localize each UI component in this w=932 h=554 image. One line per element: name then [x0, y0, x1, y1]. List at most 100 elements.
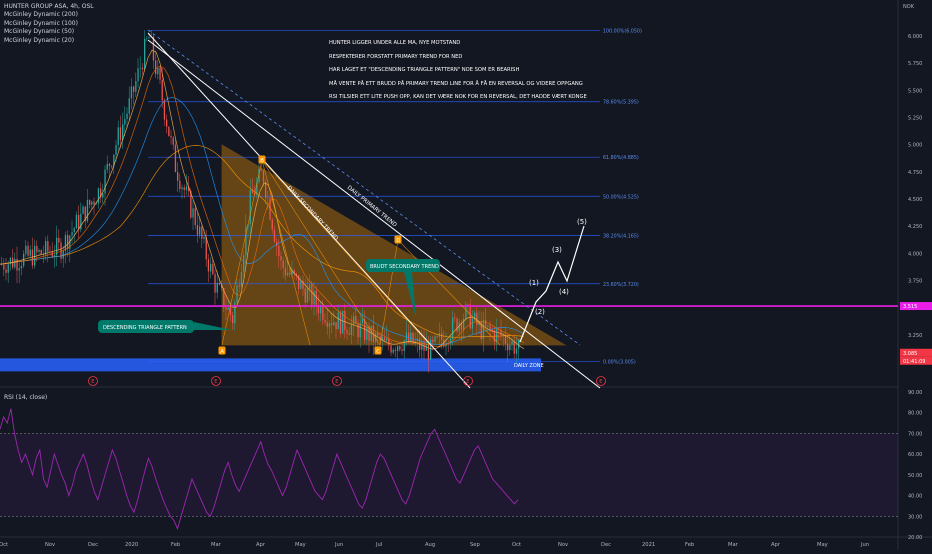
candle-body [45, 241, 47, 255]
candle-body [469, 304, 471, 329]
candle-body [199, 226, 201, 235]
pattern-point-badge [218, 346, 226, 355]
candle-body [267, 197, 269, 199]
candle-body [480, 321, 482, 340]
time-tick-label: Nov [45, 542, 55, 548]
candle-body [214, 274, 216, 293]
candle-body [240, 271, 243, 287]
time-tick-label: 2021 [642, 542, 655, 548]
pattern-point-badge [394, 235, 402, 244]
candle-body [40, 250, 42, 255]
rsi-tick-label: 90.00 [908, 390, 922, 396]
candle-body [14, 258, 16, 268]
time-tick-label: Dec [601, 542, 611, 548]
candle-body [291, 269, 293, 275]
candle-body [359, 323, 361, 338]
candle-body [93, 201, 95, 205]
candle-body [34, 245, 36, 266]
candle-body [210, 263, 212, 272]
candle-body [293, 269, 295, 274]
candle-body [518, 339, 520, 349]
price-tick-label: 4.000 [908, 251, 922, 257]
candle-body [67, 235, 69, 250]
price-tick-label: 5.250 [908, 116, 922, 122]
daily-zone-box [0, 358, 541, 372]
wave-label: (5) [577, 218, 587, 226]
candle-body [36, 245, 38, 252]
candle-body [146, 38, 148, 39]
candle-body [430, 339, 432, 360]
candle-body [335, 322, 337, 330]
candle-body [397, 346, 399, 351]
price-tick-label: 4.250 [908, 224, 922, 230]
event-marker-label: E [599, 379, 602, 385]
candle-body [289, 272, 291, 275]
candle-body [366, 326, 368, 340]
time-tick-label: Feb [685, 542, 695, 548]
candle-body [69, 235, 71, 250]
candle-body [20, 265, 23, 269]
triangle-fan-line [261, 159, 381, 346]
candle-body [353, 316, 355, 325]
candle-body [49, 251, 51, 253]
candle-body [100, 188, 102, 198]
price-tick-label: 4.750 [908, 170, 922, 176]
time-tick-label: Oct [0, 542, 8, 548]
fib-level-label: 0.00%(3.005) [603, 359, 636, 365]
candle-body [298, 275, 300, 289]
candle-body [278, 245, 280, 256]
currency-label: NOK [903, 4, 914, 10]
candle-body [203, 237, 205, 239]
candle-body [342, 310, 344, 334]
candle-body [108, 163, 111, 166]
price-tag-box [900, 348, 932, 357]
time-tick-label: Aug [425, 542, 435, 548]
wave-label: (1) [529, 279, 539, 287]
candle-body [56, 237, 58, 256]
projected-wave-path [519, 225, 585, 343]
candle-body [221, 284, 223, 289]
candle-body [84, 206, 86, 222]
candle-body [31, 249, 34, 266]
candle-body [18, 268, 20, 271]
candle-body [403, 340, 405, 351]
candle-body [491, 330, 493, 331]
candle-body [236, 285, 238, 303]
wave-label: (2) [535, 308, 545, 316]
event-marker-label: E [214, 379, 217, 385]
candle-body [504, 335, 507, 344]
candle-body [64, 235, 67, 251]
candle-body [284, 267, 287, 276]
candle-body [489, 325, 491, 331]
pattern-point-label: C [376, 349, 380, 355]
candle-body [513, 341, 515, 354]
candle-body [326, 322, 328, 327]
candle-body [9, 257, 12, 265]
candle-body [148, 37, 150, 39]
candle-body [159, 67, 161, 80]
candle-body [86, 199, 89, 222]
candle-body [181, 187, 183, 190]
candle-body [80, 213, 82, 230]
triangle-callout-pointer [194, 322, 232, 330]
candle-body [225, 307, 227, 310]
time-tick-label: Mar [211, 542, 222, 548]
candle-body [482, 319, 485, 340]
candle-body [394, 349, 397, 351]
fib-level-label: 78.60%(5.395) [603, 100, 639, 106]
rsi-tick-label: 30.00 [908, 514, 922, 520]
triangle-fan-line [379, 239, 399, 346]
candle-body [467, 304, 469, 305]
chart-legend: HUNTER GROUP ASA, 4h, OSL McGinley Dynam… [4, 3, 94, 45]
candle-body [485, 319, 487, 327]
candle-body [113, 154, 115, 167]
candle-body [223, 288, 225, 308]
candle-body [75, 214, 78, 229]
candle-body [124, 119, 126, 125]
candle-body [401, 349, 403, 351]
brudt-callout-box [366, 259, 440, 272]
indicator-100: McGinley Dynamic (100) [4, 19, 78, 27]
candle-body [331, 323, 333, 326]
